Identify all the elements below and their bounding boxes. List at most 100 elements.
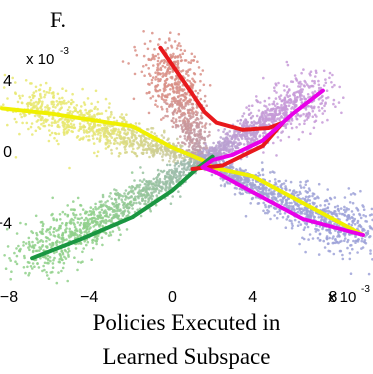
scatter-point	[333, 83, 336, 87]
scatter-point	[287, 104, 291, 107]
scatter-point	[191, 102, 195, 106]
scatter-point	[349, 193, 353, 196]
scatter-point	[188, 168, 192, 172]
scatter-point	[359, 216, 363, 220]
scatter-point	[69, 208, 73, 211]
scatter-point	[39, 105, 43, 109]
scatter-point	[32, 91, 36, 94]
scatter-point	[93, 115, 96, 118]
scatter-point	[24, 242, 28, 245]
scatter-point	[151, 147, 154, 151]
scatter-point	[327, 202, 331, 206]
scatter-point	[191, 141, 194, 144]
scatter-point	[316, 195, 319, 199]
scatter-point	[242, 181, 245, 185]
scatter-point	[162, 116, 165, 120]
scatter-point	[239, 168, 242, 172]
scatter-point	[91, 221, 95, 224]
scatter-point	[39, 257, 42, 260]
scatter-point	[92, 225, 95, 228]
scatter-point	[73, 216, 77, 219]
scatter-point	[20, 101, 24, 105]
scatter-point	[82, 101, 86, 104]
scatter-point	[140, 70, 144, 74]
scatter-point	[42, 119, 46, 122]
scatter-point	[255, 114, 259, 118]
scatter-point	[41, 240, 45, 243]
scatter-point	[108, 207, 112, 211]
scatter-point	[160, 189, 163, 193]
scatter-point	[156, 83, 160, 87]
scatter-point	[195, 116, 199, 120]
scatter-point	[323, 246, 327, 249]
scatter-point	[78, 109, 82, 113]
scatter-point	[281, 108, 284, 112]
scatter-point	[178, 171, 181, 175]
scatter-point	[182, 118, 186, 121]
scatter-point	[72, 213, 76, 217]
scatter-point	[14, 260, 17, 264]
scatter-point	[273, 89, 276, 93]
scatter-point	[157, 144, 160, 147]
scatter-point	[99, 203, 103, 207]
scatter-point	[126, 131, 130, 134]
scatter-point	[176, 161, 180, 165]
scatter-point	[220, 148, 223, 152]
scatter-point	[237, 179, 240, 183]
scatter-point	[173, 167, 177, 170]
scatter-point	[250, 121, 254, 125]
scatter-point	[63, 127, 67, 131]
scatter-point	[125, 141, 128, 145]
scatter-point	[182, 93, 185, 97]
scatter-point	[139, 137, 143, 140]
scatter-point	[171, 175, 175, 179]
scatter-point	[39, 247, 43, 250]
scatter-point	[162, 89, 166, 93]
scatter-point	[144, 136, 147, 140]
scatter-point	[208, 147, 212, 151]
scatter-point	[62, 261, 66, 265]
scatter-point	[233, 129, 236, 133]
scatter-point	[190, 59, 193, 62]
scatter-point	[99, 216, 102, 220]
scatter-point	[285, 85, 289, 88]
scatter-point	[109, 233, 113, 237]
scatter-point	[109, 192, 112, 195]
scatter-point	[182, 171, 185, 174]
scatter-point	[110, 152, 114, 155]
scatter-point	[270, 192, 273, 196]
scatter-point	[190, 131, 194, 135]
scatter-point	[97, 128, 101, 131]
scatter-point	[33, 114, 37, 118]
scatter-point	[36, 107, 40, 111]
scatter-point	[257, 202, 261, 205]
scatter-point	[308, 114, 311, 117]
scatter-point	[199, 97, 203, 101]
scatter-point	[156, 63, 159, 66]
scatter-point	[318, 239, 322, 242]
scatter-point	[118, 134, 121, 137]
scatter-point	[97, 131, 101, 134]
scatter-point	[261, 167, 265, 171]
scatter-point	[41, 224, 45, 228]
scatter-point	[147, 57, 150, 61]
scatter-point	[82, 136, 85, 139]
scatter-point	[157, 173, 160, 177]
scatter-point	[370, 213, 373, 216]
scatter-point	[241, 133, 245, 136]
scatter-point	[5, 227, 9, 231]
scatter-point	[81, 113, 85, 117]
scatter-point	[205, 151, 209, 154]
scatter-point	[128, 128, 131, 132]
scatter-point	[177, 190, 180, 193]
scatter-point	[34, 129, 38, 133]
y-tick-labels: 40−4	[0, 73, 12, 233]
scatter-point	[283, 102, 286, 105]
scatter-point	[165, 102, 168, 105]
scatter-point	[243, 131, 247, 135]
scatter-point	[51, 266, 55, 270]
scatter-point	[52, 234, 56, 237]
scatter-point	[183, 137, 187, 140]
scatter-point	[187, 164, 191, 168]
scatter-point	[348, 251, 352, 255]
